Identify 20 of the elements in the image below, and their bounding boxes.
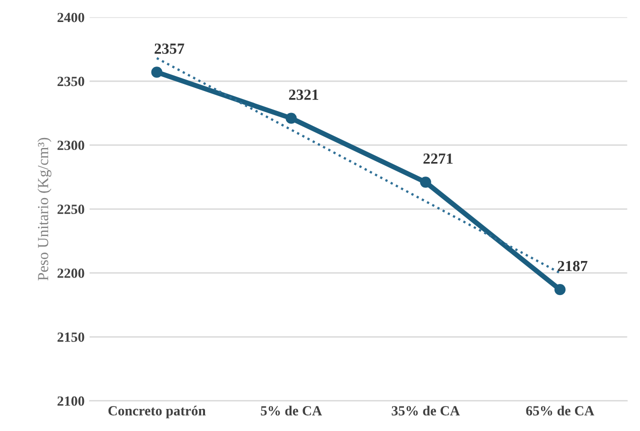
x-tick-label: 5% de CA [260, 406, 322, 416]
point [420, 176, 432, 188]
x-tick-label: 35% de CA [392, 406, 460, 416]
data-label: 2271 [423, 154, 453, 164]
y-tick-label: 2250 [58, 204, 84, 214]
x-tick-label: Concreto patrón [108, 406, 206, 418]
y-tick-label: 2200 [58, 268, 84, 278]
point [151, 66, 162, 78]
data-label: 2187 [558, 260, 588, 272]
y-tick-label: 2400 [58, 12, 84, 22]
y-tick-label: 2350 [58, 76, 84, 86]
data-label: 2357 [154, 44, 184, 54]
y-tick-label: 2150 [58, 332, 84, 342]
y-tick-label: 2300 [58, 140, 84, 150]
point [554, 284, 566, 296]
point [286, 112, 297, 124]
data-label: 2321 [289, 90, 318, 100]
y-tick-label: 2100 [58, 396, 84, 406]
x-tick-label: 65% de CA [526, 406, 594, 416]
y-axis-title: Peso Unitario (Kg/cm³) [38, 138, 52, 280]
